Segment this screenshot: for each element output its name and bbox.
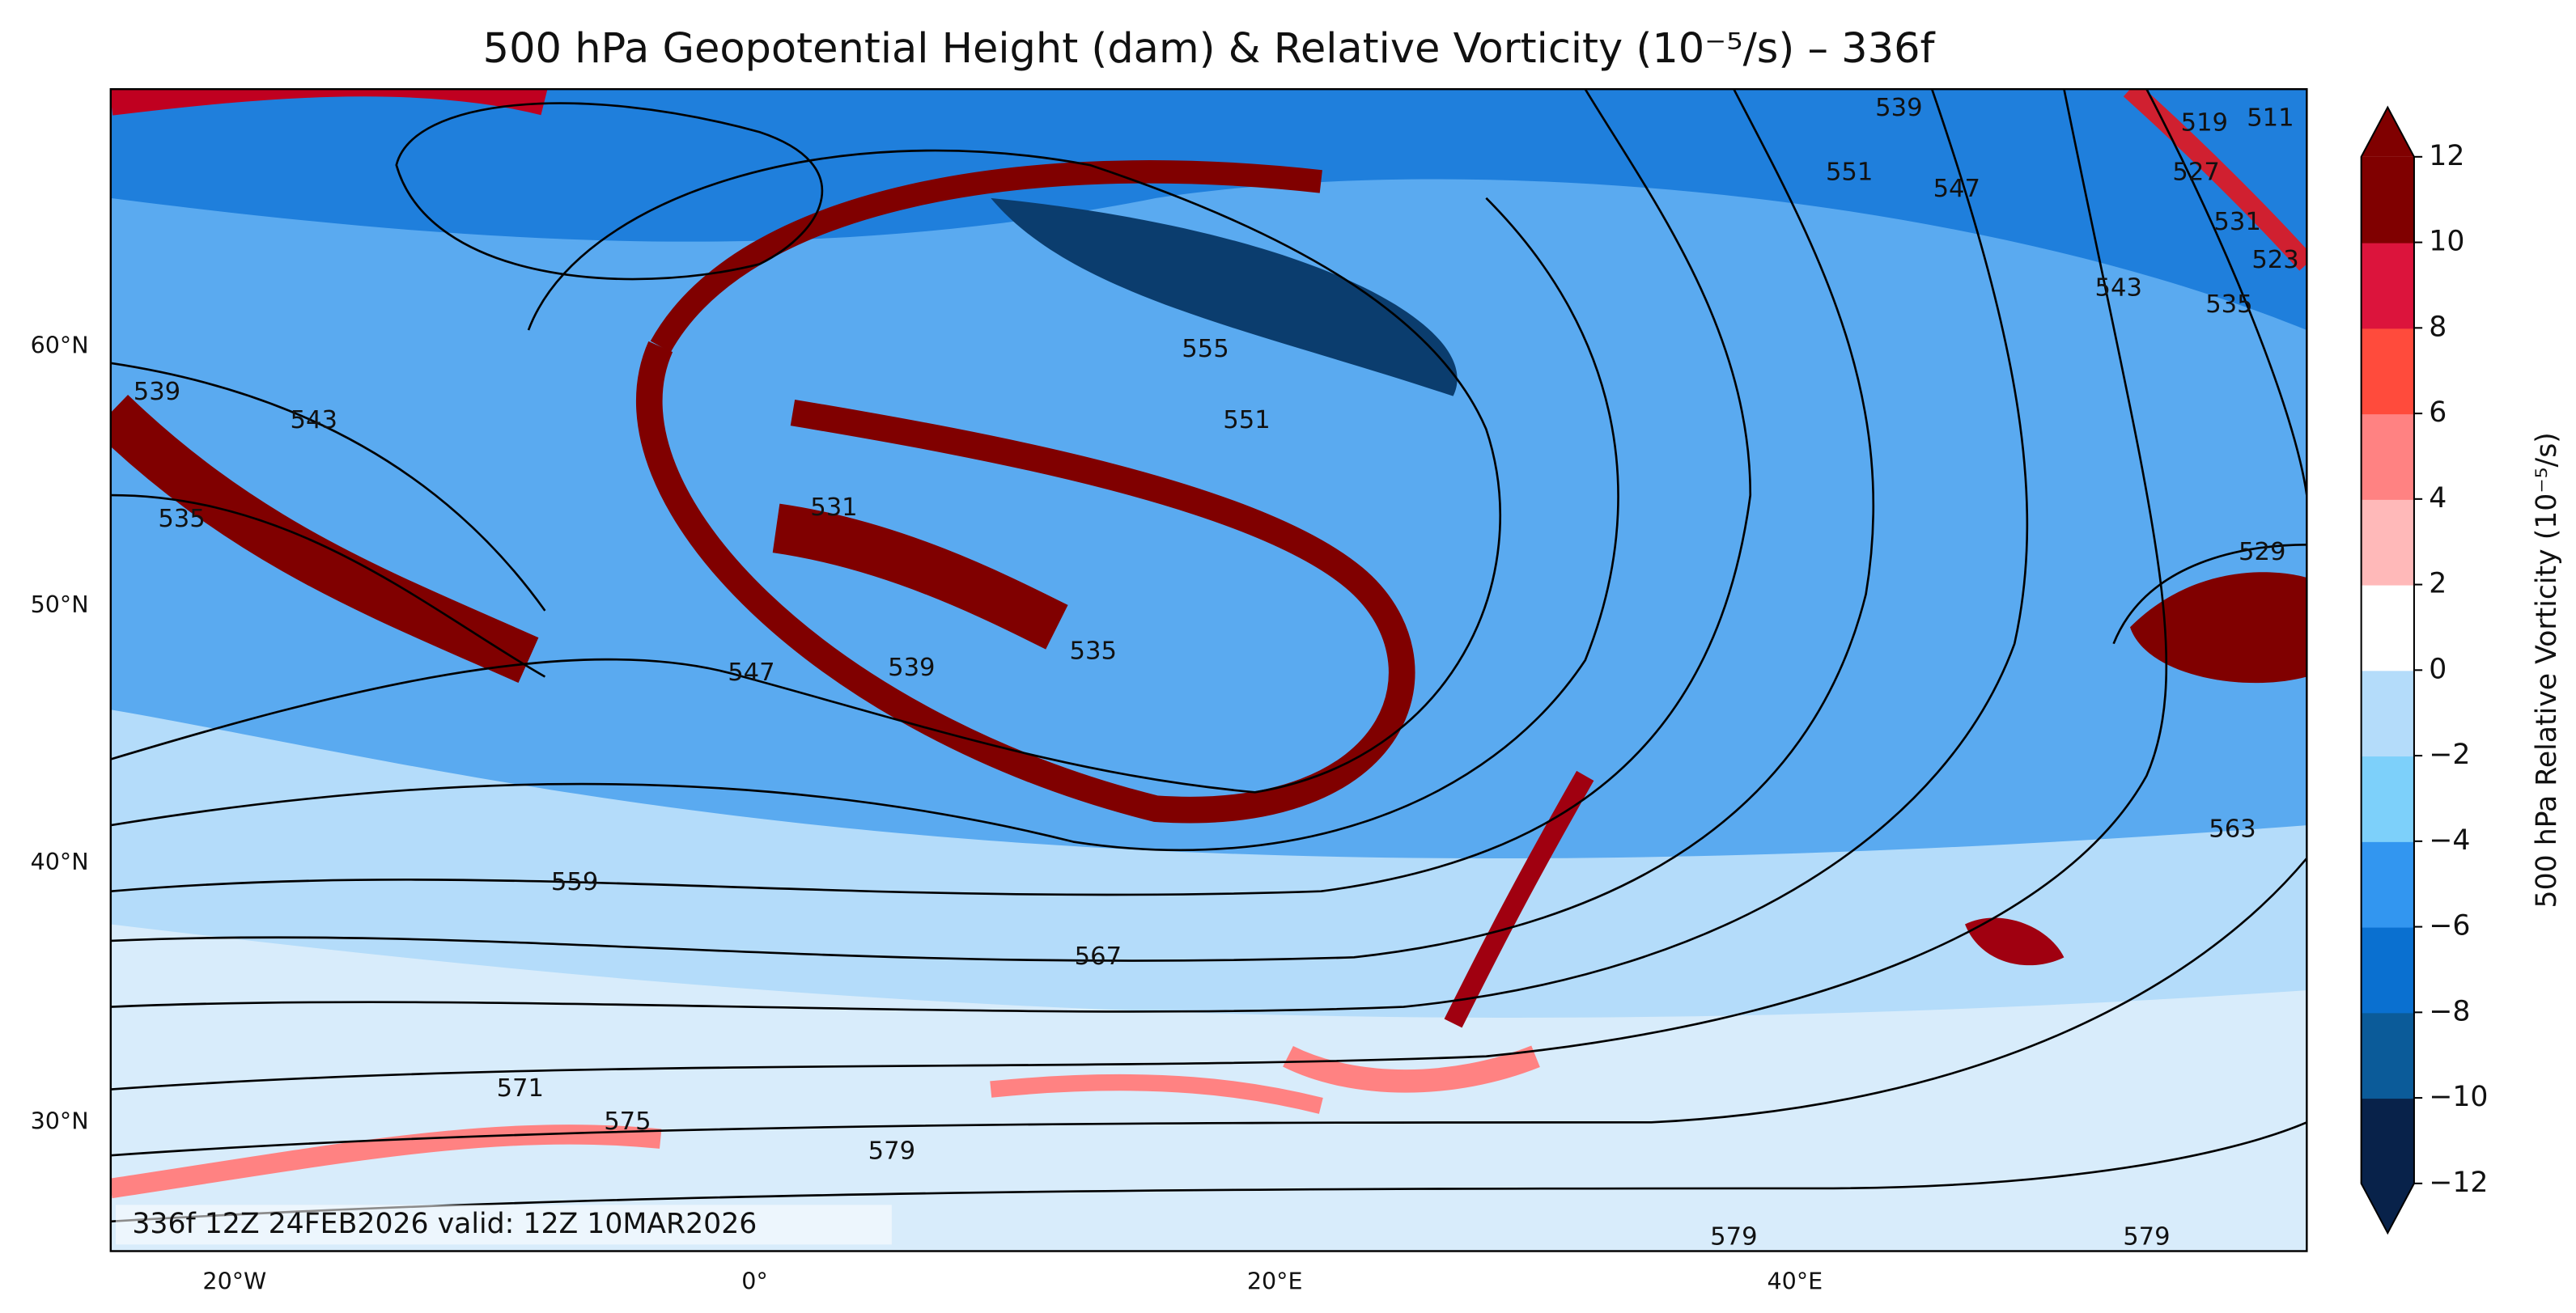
colorbar-band: [2361, 841, 2414, 928]
colorbar-band: [2361, 1098, 2414, 1184]
colorbar-tick-label: 0: [2429, 653, 2447, 685]
contour-label: 519: [2181, 109, 2228, 138]
colorbar-band: [2361, 756, 2414, 842]
colorbar-extend-max: [2361, 107, 2414, 157]
colorbar-tick-label: 2: [2429, 568, 2447, 600]
contour-label: 539: [134, 378, 180, 406]
contour-label: 529: [2239, 538, 2285, 566]
colorbar-tick-label: −6: [2429, 910, 2470, 942]
lon-label: 40°E: [1768, 1267, 1823, 1294]
colorbar-band: [2361, 498, 2414, 586]
contour-label: 535: [2205, 290, 2252, 319]
colorbar-band: [2361, 926, 2414, 1014]
contour-label: 547: [1933, 175, 1980, 203]
contour-label: 555: [1182, 335, 1229, 363]
colorbar-band: [2361, 328, 2414, 415]
colorbar-tick-label: −12: [2429, 1167, 2488, 1199]
lat-label: 30°N: [31, 1107, 89, 1134]
footer: 336f 12Z 24FEB2026 valid: 12Z 10MAR2026: [132, 1208, 757, 1240]
contour-label: 571: [497, 1074, 544, 1103]
contour-label: 543: [291, 406, 337, 434]
lat-label: 60°N: [31, 331, 89, 358]
colorbar-tick-label: 6: [2429, 396, 2447, 429]
colorbar-band: [2361, 584, 2414, 671]
contour-label: 523: [2251, 246, 2298, 274]
colorbar-tick-label: −10: [2429, 1081, 2488, 1113]
colorbar-tick-label: 12: [2429, 140, 2464, 172]
colorbar-band: [2361, 1012, 2414, 1099]
contour-label: 543: [2095, 274, 2142, 303]
lat-label: 50°N: [31, 591, 89, 618]
contour-label: 547: [728, 659, 774, 687]
contour-label: 579: [868, 1137, 915, 1166]
contour-label: 567: [1075, 942, 1122, 971]
map-field: [110, 89, 2307, 1252]
contour-label: 559: [551, 868, 598, 896]
contour-label: 527: [2172, 159, 2219, 187]
colorbar-band: [2361, 242, 2414, 329]
colorbar-extend-min: [2361, 1183, 2414, 1234]
colorbar-tick-label: −8: [2429, 995, 2470, 1027]
contour-label: 579: [2123, 1223, 2170, 1252]
footer-box: [115, 1205, 892, 1245]
contour-label: 531: [810, 493, 857, 522]
colorbar-tick-label: 8: [2429, 311, 2447, 343]
map-frame: [109, 87, 2308, 1252]
contour-label: 531: [2213, 208, 2260, 236]
contour-label: 563: [2209, 815, 2256, 844]
contour-label: 539: [1875, 94, 1922, 122]
colorbar-label: 500 hPa Relative Vorticity (10⁻⁵/s): [2531, 432, 2563, 908]
contour-label: 535: [158, 505, 205, 533]
colorbar-tick-label: −4: [2429, 824, 2470, 857]
colorbar-tick-label: −2: [2429, 739, 2470, 771]
colorbar-tick-label: 4: [2429, 482, 2447, 515]
title: 500 hPa Geopotential Height (dam) & Rela…: [483, 25, 1936, 73]
contour-label: 551: [1826, 159, 1873, 187]
contour-label: 539: [888, 654, 935, 682]
colorbar-band: [2361, 156, 2414, 244]
colorbar-tick-label: 10: [2429, 226, 2464, 258]
colorbar-band: [2361, 413, 2414, 500]
lat-label: 40°N: [31, 848, 89, 875]
contour-label: 575: [604, 1108, 651, 1136]
lon-label: 0°: [741, 1267, 767, 1294]
contour-label: 551: [1223, 406, 1270, 434]
contour-label: 535: [1070, 637, 1117, 665]
colorbar-band: [2361, 670, 2414, 757]
contour-label: 579: [1710, 1223, 1757, 1252]
lon-label: 20°W: [202, 1267, 266, 1294]
lon-label: 20°E: [1247, 1267, 1303, 1294]
contour-label: 511: [2247, 104, 2294, 132]
